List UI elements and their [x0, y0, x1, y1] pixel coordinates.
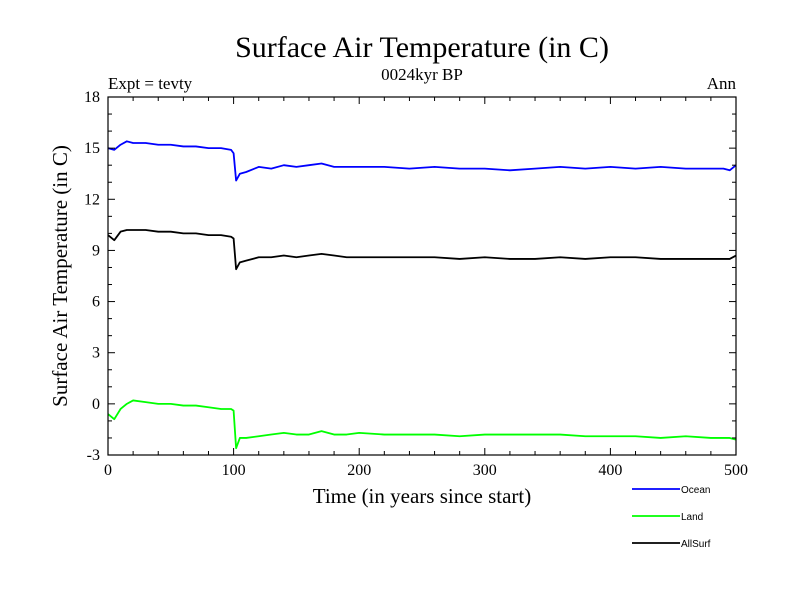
- x-tick-label: 500: [724, 462, 748, 479]
- y-tick-label: 3: [92, 345, 100, 362]
- series-line-allsurf: [107, 229, 737, 271]
- y-tick-label: 9: [92, 242, 100, 259]
- legend-label-land: Land: [681, 512, 703, 523]
- y-axis-label: Surface Air Temperature (in C): [48, 145, 72, 407]
- legend: Ocean Land AllSurf: [632, 485, 711, 550]
- experiment-label: Expt = tevty: [108, 74, 193, 93]
- x-tick-label: 300: [473, 462, 497, 479]
- y-tick-label: 18: [84, 89, 100, 106]
- series-line-land: [107, 399, 737, 450]
- legend-label-ocean: Ocean: [681, 485, 710, 496]
- x-tick-label: 400: [598, 462, 622, 479]
- x-tick-label: 100: [222, 462, 246, 479]
- plot-frame: [107, 96, 737, 456]
- y-tick-label: 6: [92, 294, 100, 311]
- y-tick-label: 15: [84, 140, 100, 157]
- x-axis-label: Time (in years since start): [313, 484, 532, 508]
- x-tick-label: 0: [104, 462, 112, 479]
- series-line-ocean: [107, 140, 737, 182]
- y-tick-label: -3: [87, 447, 100, 464]
- y-tick-label: 0: [92, 396, 100, 413]
- chart-title: Surface Air Temperature (in C): [235, 31, 609, 64]
- season-label: Ann: [707, 74, 737, 93]
- chart-subtitle: 0024kyr BP: [381, 65, 463, 84]
- y-tick-label: 12: [84, 191, 100, 208]
- series-layer: [107, 140, 737, 450]
- x-tick-label: 200: [347, 462, 371, 479]
- legend-label-allsurf: AllSurf: [681, 539, 711, 550]
